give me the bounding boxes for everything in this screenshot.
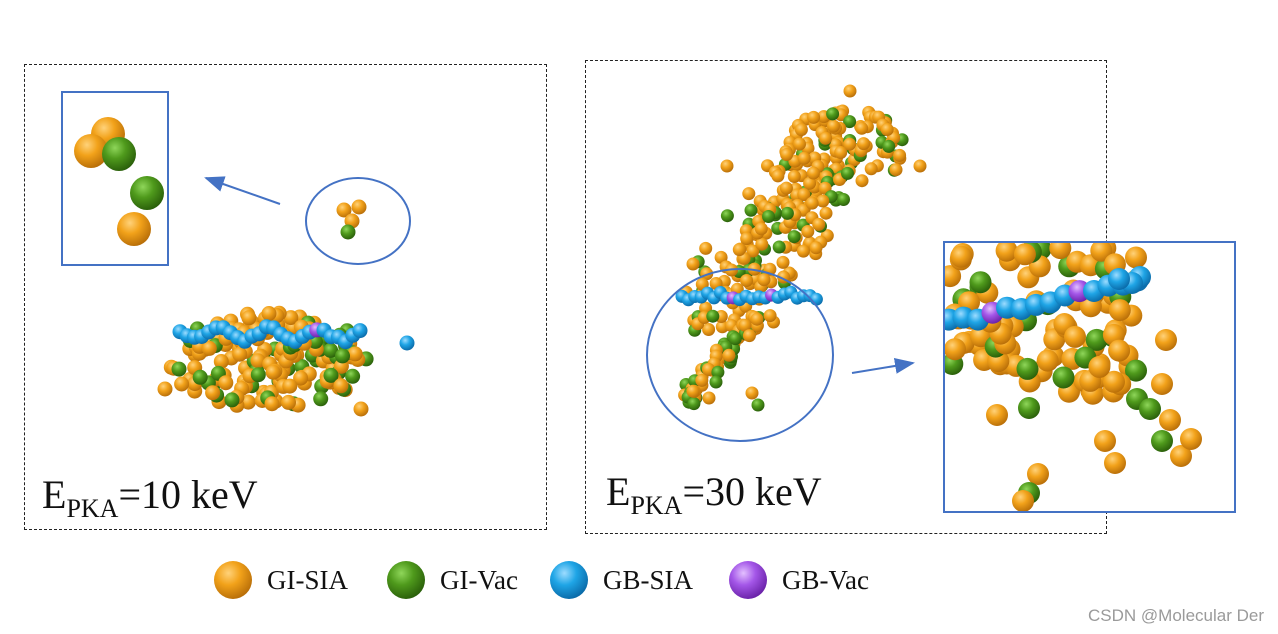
legend-label-gb-vac: GB-Vac (782, 564, 869, 595)
watermark: CSDN @Molecular Der (1088, 606, 1264, 625)
blue-sphere-icon (550, 561, 588, 599)
highlight-circle-10kev (305, 177, 411, 265)
purple-sphere-icon (729, 561, 767, 599)
zoom-inset-10kev (61, 91, 169, 266)
atom-cluster-10kev (157, 199, 415, 417)
legend-item-gb-vac: GB-Vac (728, 558, 869, 602)
zoom-inset-30kev (943, 241, 1236, 513)
panel-10kev (24, 64, 547, 530)
legend-item-gi-sia: GI-SIA (213, 558, 348, 602)
energy-label-30kev: EPKA=30 keV (606, 469, 822, 520)
green-sphere-icon (387, 561, 425, 599)
arrow-10kev (204, 176, 281, 205)
highlight-circle-30kev (646, 268, 834, 442)
orange-sphere-icon (214, 561, 252, 599)
legend-item-gb-sia: GB-SIA (549, 558, 693, 602)
legend-label-gi-vac: GI-Vac (440, 564, 518, 595)
legend-label-gi-sia: GI-SIA (267, 564, 348, 595)
arrow-30kev (851, 358, 915, 374)
legend-item-gi-vac: GI-Vac (386, 558, 518, 602)
legend-label-gb-sia: GB-SIA (603, 564, 694, 595)
energy-label-10kev: EPKA=10 keV (42, 472, 258, 523)
atom-cluster-30kev (675, 84, 927, 412)
legend: GI-SIA GI-Vac GB-SIA GB-Vac (213, 558, 893, 602)
